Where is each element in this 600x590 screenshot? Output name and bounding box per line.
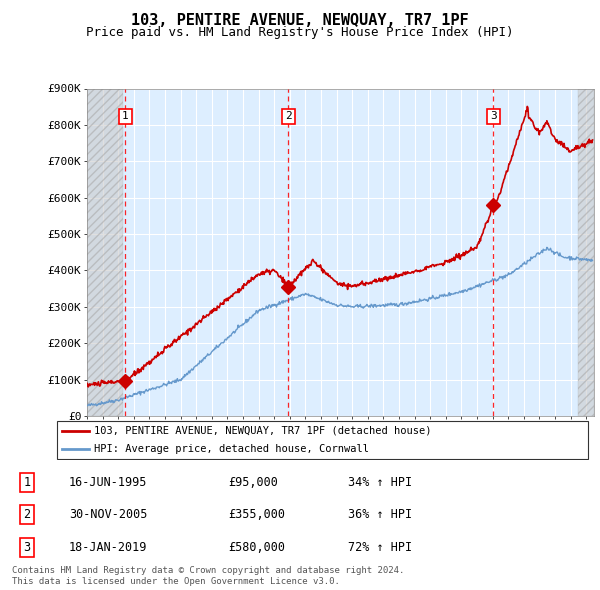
Text: £355,000: £355,000 [228,508,285,522]
Text: This data is licensed under the Open Government Licence v3.0.: This data is licensed under the Open Gov… [12,577,340,586]
Text: 30-NOV-2005: 30-NOV-2005 [69,508,148,522]
Text: 103, PENTIRE AVENUE, NEWQUAY, TR7 1PF: 103, PENTIRE AVENUE, NEWQUAY, TR7 1PF [131,13,469,28]
Text: 16-JUN-1995: 16-JUN-1995 [69,476,148,489]
Text: Price paid vs. HM Land Registry's House Price Index (HPI): Price paid vs. HM Land Registry's House … [86,26,514,39]
Text: £95,000: £95,000 [228,476,278,489]
Text: 1: 1 [122,112,129,122]
Text: HPI: Average price, detached house, Cornwall: HPI: Average price, detached house, Corn… [94,444,369,454]
Text: 36% ↑ HPI: 36% ↑ HPI [348,508,412,522]
Bar [87,88,123,416]
Text: 103, PENTIRE AVENUE, NEWQUAY, TR7 1PF (detached house): 103, PENTIRE AVENUE, NEWQUAY, TR7 1PF (d… [94,426,432,436]
Text: 18-JAN-2019: 18-JAN-2019 [69,540,148,554]
Text: Contains HM Land Registry data © Crown copyright and database right 2024.: Contains HM Land Registry data © Crown c… [12,566,404,575]
Text: 1: 1 [23,476,31,489]
Bar [578,88,594,416]
Text: 2: 2 [285,112,292,122]
Text: 2: 2 [23,508,31,522]
Text: 3: 3 [490,112,497,122]
Text: 72% ↑ HPI: 72% ↑ HPI [348,540,412,554]
FancyBboxPatch shape [56,421,589,460]
Text: £580,000: £580,000 [228,540,285,554]
Text: 34% ↑ HPI: 34% ↑ HPI [348,476,412,489]
Text: 3: 3 [23,540,31,554]
